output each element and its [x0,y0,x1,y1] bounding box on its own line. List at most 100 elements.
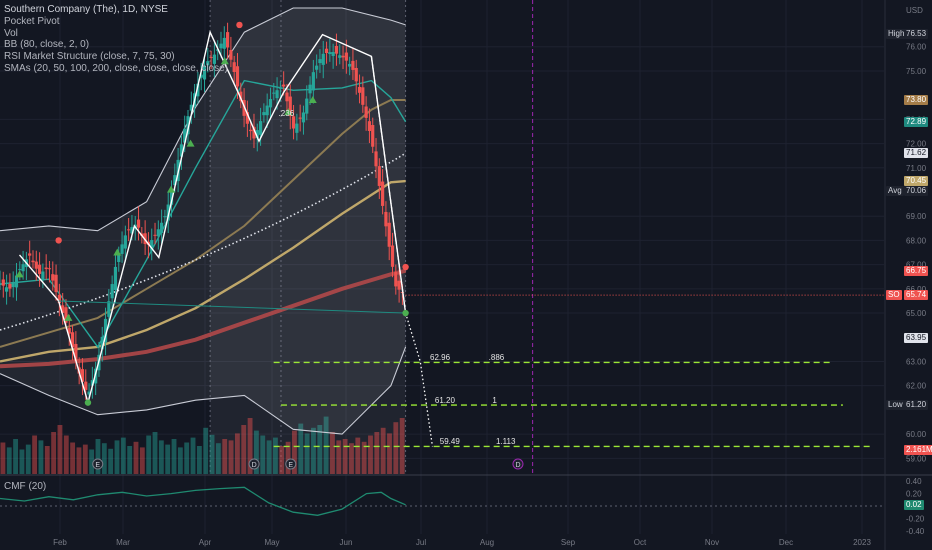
candle-body [361,87,365,105]
candle-body [100,336,104,350]
candle-body [235,66,240,87]
volume-bar [203,427,209,474]
fib-price-label: 62.96 [430,353,451,363]
volume-bar [298,423,304,474]
candle-body [344,52,348,61]
candle-body [371,125,375,147]
volume-bar [38,440,44,474]
price-tag-value: 70.45 [904,176,929,187]
volume-bar [44,446,50,474]
cmf-legend[interactable]: CMF (20) [4,481,47,492]
volume-bar [399,418,405,474]
candle-body [127,229,131,231]
candle-body [262,112,266,116]
volume-bar [76,447,82,474]
candle-body [225,32,230,48]
candle-body [229,50,233,60]
candle-body [84,381,88,390]
legend-indicator[interactable]: BB (80, close, 2, 0) [4,39,90,51]
date-tick-label: Jun [340,538,353,547]
pocket-pivot-marker [113,248,122,256]
volume-bar [393,422,399,474]
candle-body [189,104,193,111]
candle-body [377,166,381,186]
event-marker: D [248,458,260,470]
candle-body [301,112,306,123]
candle-body [107,301,111,317]
volume-bar [279,446,285,474]
candle-body [136,219,141,228]
volume-bar [209,434,215,474]
volume-bar [215,443,221,474]
price-tick-label: 63.00 [906,357,927,366]
pattern-label: .236 [278,108,295,118]
pivot-low-marker [402,309,409,317]
candle-body [348,63,352,67]
candle-body [381,181,385,206]
price-tag-value: 66.75 [904,265,929,276]
volume-bar [368,435,373,474]
candle-body [0,284,2,285]
price-tick-label: 60.00 [906,430,927,439]
candle-body [44,267,48,270]
sma200-line [0,268,407,369]
price-tag-value: 61.20 [904,400,929,411]
cmf-tick-label: -0.20 [906,514,925,523]
price-tick-label: 65.00 [906,309,927,318]
price-tag-value: 76.53 [904,28,929,39]
candle-body [4,287,9,292]
candle-body [331,52,335,57]
legend-indicator[interactable]: SMAs (20, 50, 100, 200, close, close, cl… [4,62,228,74]
legend-indicator[interactable]: RSI Market Structure (close, 7, 75, 30) [4,51,175,63]
candle-body [51,274,55,281]
pivot-high-marker [55,237,62,244]
price-tag-label: Avg [886,185,904,196]
legend-indicator[interactable]: Vol [4,27,18,39]
volume-bar [222,439,228,474]
candle-body [308,84,312,94]
candle-body [103,318,108,343]
candle-body [315,65,319,70]
volume-bar [361,441,367,474]
volume-bar [266,440,272,474]
fib-price-label: 59.49 [439,437,460,447]
date-tick-label: Sep [561,538,576,547]
candle-body [173,175,177,186]
fib-ratio-label: .886 [488,353,505,363]
candle-body [54,274,58,293]
price-tick-label: 62.00 [906,382,927,391]
pivot-high-marker [236,21,243,29]
candle-body [222,37,226,49]
candle-body [156,229,160,237]
event-marker-label: D [515,462,520,469]
projection-line [370,56,407,314]
currency-label: USD [906,6,923,15]
candle-body [334,45,339,54]
candle-body [351,60,355,70]
candle-body [80,369,85,382]
candle-body [209,56,213,58]
projection-dotted [404,312,434,447]
price-tag-label: Low [886,400,905,411]
volume-bar [171,439,177,474]
cmf-tick-label: 0.40 [906,477,922,486]
cmf-tick-label: 0.20 [906,490,922,499]
event-marker-circle [248,458,260,470]
candle-body [321,53,325,65]
candle-body [1,279,5,286]
event-marker-circle [285,458,297,470]
candle-body [47,268,52,270]
volume-bar [292,430,297,474]
pocket-pivot-marker [15,270,24,278]
candle-body [324,48,329,54]
candle-body [232,62,236,73]
pocket-pivot-marker [167,185,176,193]
volume-bar [196,446,202,474]
volume-bar [101,443,107,474]
volume-bar [247,418,253,474]
candle-body [90,380,94,386]
legend-indicator[interactable]: Pocket Pivot [4,15,60,27]
candle-body [291,116,296,129]
candle-body [11,282,15,288]
